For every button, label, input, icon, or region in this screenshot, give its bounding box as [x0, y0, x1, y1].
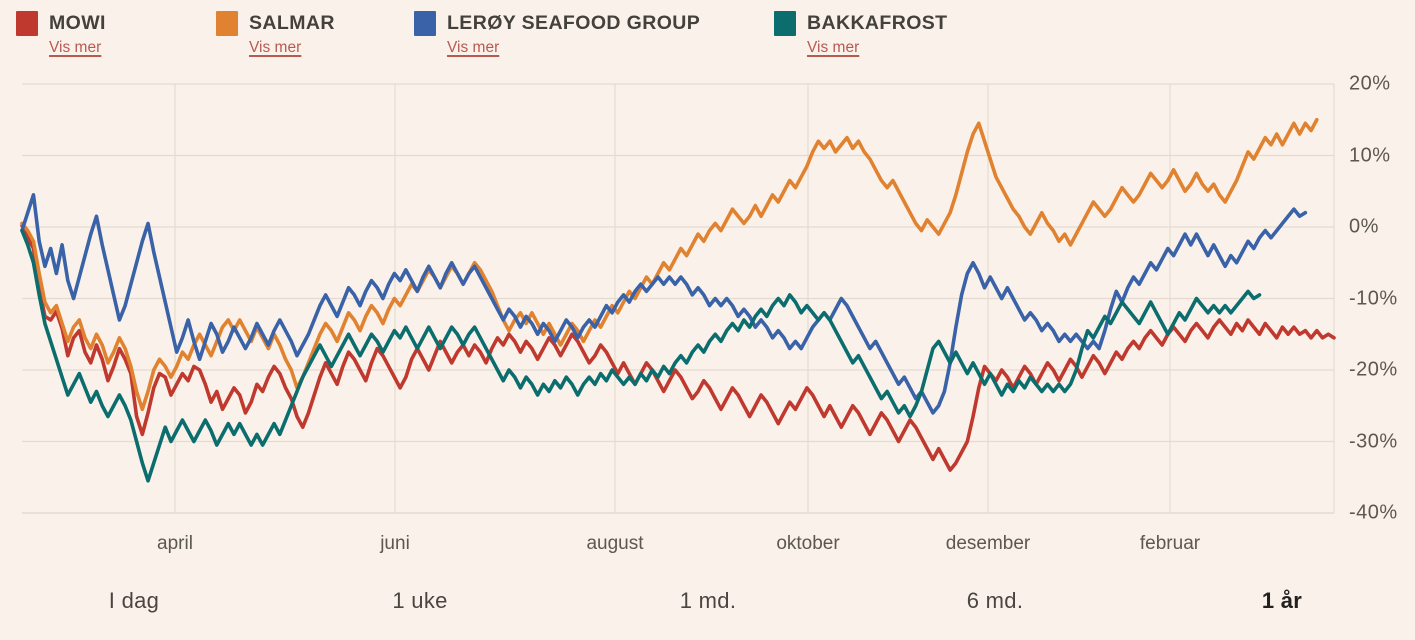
legend-item-label: BAKKAFROST	[807, 11, 948, 34]
y-axis-tick-label: -30%	[1349, 430, 1398, 452]
y-axis-tick-label: -40%	[1349, 501, 1398, 524]
x-axis-tick-label: juni	[380, 533, 410, 554]
legend-color-swatch	[216, 10, 238, 36]
range-button-6-md[interactable]: 6 md.	[961, 586, 1030, 616]
x-axis-tick-label: oktober	[776, 533, 840, 554]
show-more-link[interactable]: Vis mer	[447, 39, 500, 56]
range-button-1-r[interactable]: 1 år	[1256, 586, 1308, 616]
series-line-salmar	[20, 117, 1319, 412]
y-axis-tick-label: 20%	[1349, 72, 1391, 95]
range-button-1-md[interactable]: 1 md.	[674, 586, 743, 616]
legend-item-bakkafrost[interactable]: BAKKAFROST Vis mer	[774, 10, 948, 57]
gridlines	[22, 83, 1335, 514]
show-more-link[interactable]: Vis mer	[807, 39, 860, 56]
legend-item-label: MOWI	[49, 11, 106, 34]
chart-legend: MOWI Vis mer SALMAR Vis mer LERØY SEAFOOD GR…	[16, 10, 1016, 68]
legend-row: BAKKAFROST	[774, 10, 948, 36]
x-axis-tick-label: april	[157, 533, 193, 554]
legend-item-ler-y-seafood-group[interactable]: LERØY SEAFOOD GROUP Vis mer	[414, 10, 700, 57]
y-axis-tick-label: 10%	[1349, 144, 1391, 166]
legend-color-swatch	[774, 10, 796, 36]
legend-row: SALMAR	[216, 10, 335, 36]
series-lines	[20, 117, 1336, 483]
legend-row: LERØY SEAFOOD GROUP	[414, 10, 700, 36]
legend-item-label: LERØY SEAFOOD GROUP	[447, 11, 701, 34]
legend-item-label: SALMAR	[249, 11, 335, 34]
legend-item-salmar[interactable]: SALMAR Vis mer	[216, 10, 335, 57]
show-more-link[interactable]: Vis mer	[249, 39, 302, 56]
x-axis-tick-label: august	[586, 533, 644, 554]
series-line-bakkafrost	[20, 228, 1262, 483]
legend-color-swatch	[414, 10, 436, 36]
time-range-selector: I dag 1 uke 1 md. 6 md. 1 år	[0, 586, 1415, 626]
show-more-link[interactable]: Vis mer	[49, 39, 102, 56]
legend-item-mowi[interactable]: MOWI Vis mer	[16, 10, 106, 57]
y-axis-tick-label: -20%	[1349, 358, 1398, 381]
y-axis-tick-label: 0%	[1349, 215, 1379, 238]
y-axis-tick-label: -10%	[1349, 287, 1398, 309]
legend-row: MOWI	[16, 10, 106, 36]
series-line-ler-y-seafood-group	[20, 193, 1308, 415]
series-line-mowi	[20, 223, 1336, 472]
range-button-i-dag[interactable]: I dag	[103, 586, 165, 616]
range-button-1-uke[interactable]: 1 uke	[386, 586, 453, 616]
legend-color-swatch	[16, 10, 38, 36]
x-axis-tick-label: desember	[945, 533, 1031, 554]
x-axis-tick-label: februar	[1139, 533, 1201, 554]
